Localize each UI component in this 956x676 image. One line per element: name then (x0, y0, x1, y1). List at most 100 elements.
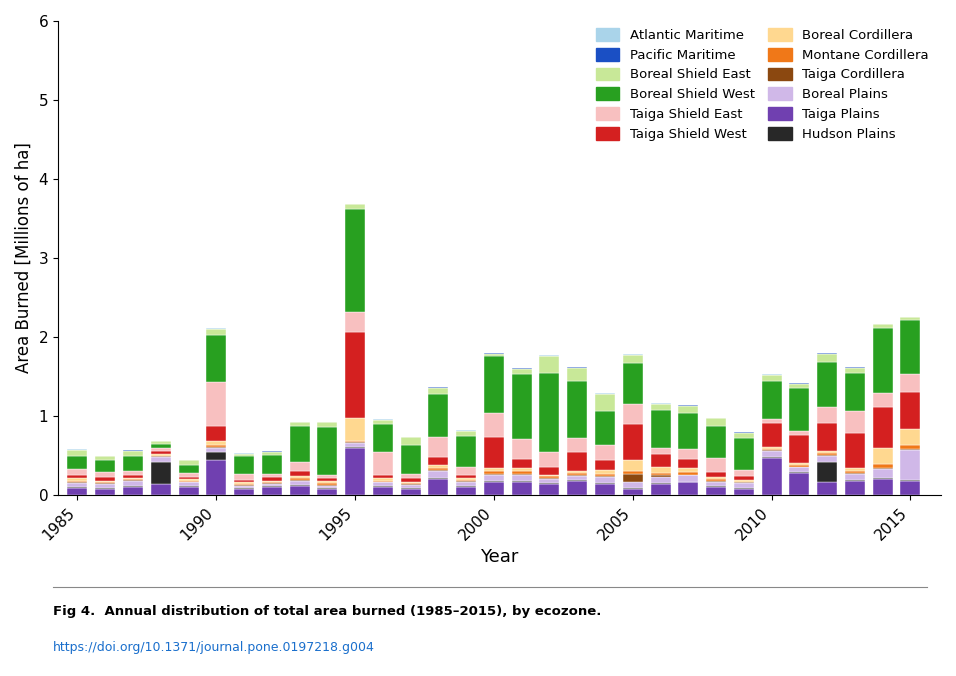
Bar (179, 481, 199, 483)
Bar (373, 483, 393, 487)
Bar (511, 468, 532, 471)
Bar (345, 442, 365, 443)
Bar (151, 441, 171, 443)
Bar (234, 488, 254, 489)
Bar (873, 464, 893, 468)
Bar (845, 473, 865, 474)
Bar (262, 484, 282, 487)
Bar (206, 447, 227, 448)
Bar (317, 485, 337, 488)
Bar (817, 483, 837, 495)
Bar (511, 475, 532, 481)
Bar (68, 469, 87, 475)
Bar (179, 477, 199, 479)
Bar (345, 209, 365, 312)
Bar (317, 479, 337, 481)
Bar (96, 456, 116, 460)
Bar (456, 480, 476, 481)
Bar (679, 468, 698, 472)
Bar (790, 435, 810, 462)
Bar (290, 480, 310, 481)
Bar (511, 439, 532, 459)
Bar (345, 418, 365, 441)
Bar (96, 483, 116, 484)
Bar (151, 457, 171, 462)
Bar (762, 375, 782, 381)
Bar (595, 411, 615, 445)
Bar (401, 481, 421, 483)
Bar (595, 477, 615, 483)
Bar (234, 474, 254, 480)
Bar (817, 453, 837, 455)
Bar (234, 484, 254, 485)
Bar (401, 445, 421, 474)
Bar (567, 368, 587, 381)
Bar (428, 437, 448, 457)
Bar (539, 475, 559, 476)
Bar (901, 450, 921, 480)
Bar (262, 487, 282, 495)
Bar (290, 485, 310, 495)
Bar (706, 477, 727, 479)
Bar (511, 474, 532, 475)
Bar (734, 480, 754, 481)
Bar (511, 375, 532, 439)
Bar (873, 479, 893, 495)
Bar (206, 441, 227, 445)
Bar (651, 477, 670, 483)
Bar (817, 455, 837, 456)
Bar (401, 484, 421, 485)
Bar (123, 475, 143, 478)
Bar (845, 480, 865, 481)
Bar (96, 460, 116, 472)
Bar (290, 471, 310, 476)
Bar (539, 483, 559, 484)
Bar (206, 460, 227, 495)
Bar (790, 467, 810, 472)
Bar (679, 459, 698, 468)
Bar (373, 420, 393, 424)
Bar (679, 472, 698, 475)
Bar (456, 481, 476, 487)
Bar (123, 479, 143, 480)
Bar (345, 443, 365, 447)
Bar (401, 474, 421, 478)
Bar (456, 478, 476, 480)
Bar (511, 459, 532, 468)
Bar (373, 481, 393, 483)
Bar (96, 488, 116, 489)
Bar (234, 485, 254, 488)
Bar (817, 462, 837, 483)
Bar (317, 488, 337, 489)
Bar (96, 489, 116, 495)
Bar (734, 483, 754, 488)
Bar (845, 433, 865, 468)
Bar (206, 329, 227, 335)
Bar (68, 475, 87, 479)
Bar (151, 448, 171, 451)
Bar (679, 406, 698, 413)
Bar (123, 451, 143, 456)
Bar (179, 487, 199, 495)
Bar (373, 452, 393, 475)
Bar (151, 462, 171, 484)
Bar (651, 467, 670, 473)
Bar (679, 450, 698, 459)
Bar (401, 478, 421, 481)
Bar (151, 456, 171, 457)
Bar (706, 472, 727, 477)
Bar (567, 452, 587, 471)
Bar (622, 363, 642, 404)
Bar (151, 443, 171, 448)
Bar (539, 484, 559, 495)
Bar (817, 423, 837, 451)
Bar (790, 387, 810, 431)
Bar (679, 481, 698, 483)
Bar (595, 483, 615, 484)
Bar (511, 481, 532, 495)
Bar (428, 465, 448, 468)
Bar (206, 335, 227, 382)
Bar (622, 404, 642, 424)
Bar (901, 391, 921, 429)
Bar (706, 427, 727, 458)
